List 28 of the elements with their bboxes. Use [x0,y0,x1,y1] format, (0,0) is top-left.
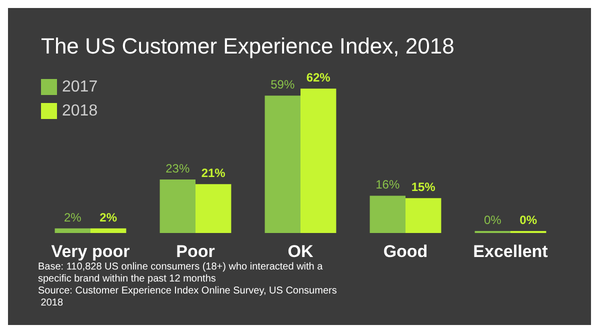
bar [264,96,300,233]
text: Base: 110,828 US online consumers (18+) who interacted with a specific brand within the past 12 months [38,262,326,284]
legend-label: 2017 [62,78,98,96]
data-label: 15% [411,180,436,194]
x-tick-label: Poor [176,242,216,261]
bar [54,228,90,233]
data-label: 62% [306,70,331,85]
chart-title: The US Customer Experience Index, 2018 [41,34,454,58]
data-label: 2% [100,210,118,224]
bar [406,198,442,233]
data-label: 16% [376,178,400,192]
bar [160,179,196,233]
data-label: 0% [484,213,502,227]
x-tick-label: Good [383,242,428,261]
source-note: Source: Customer Experience Index Online Survey, US Consumers 2018 [38,286,337,308]
legend-label: 2018 [62,102,98,120]
data-label: 0% [520,213,538,227]
data-label: 23% [166,161,190,176]
data-label: 59% [270,78,295,92]
x-tick-label: OK [288,242,314,261]
bar [370,196,406,233]
bar [196,184,232,233]
data-label: 2% [64,210,82,224]
bar [300,88,336,233]
data-label: 21% [201,166,226,180]
x-tick-label: Very poor [51,242,130,261]
bar [90,228,126,233]
x-tick-label: Excellent [473,242,548,261]
